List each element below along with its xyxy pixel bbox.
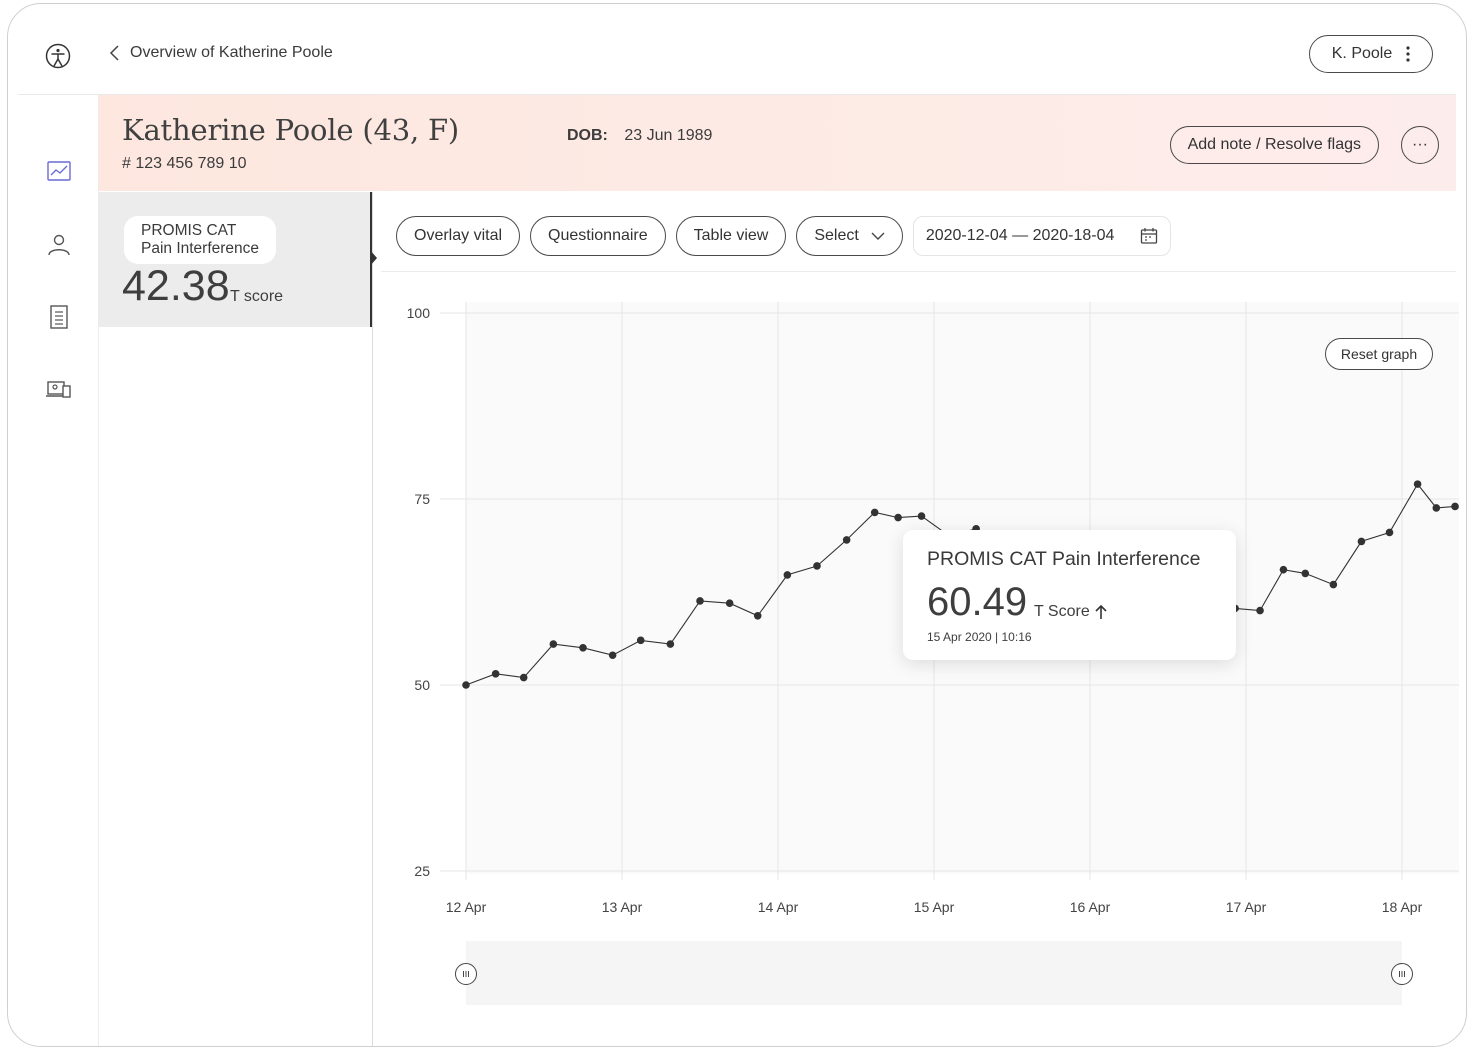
grip-icon	[1399, 971, 1405, 977]
data-point[interactable]	[870, 508, 879, 517]
data-point[interactable]	[519, 673, 528, 682]
x-tick-label: 17 Apr	[1226, 899, 1267, 915]
data-point[interactable]	[608, 651, 617, 660]
dob-label: DOB:	[567, 127, 608, 144]
x-tick-label: 16 Apr	[1070, 899, 1111, 915]
data-point[interactable]	[1279, 565, 1288, 574]
reset-graph-button[interactable]: Reset graph	[1325, 338, 1433, 370]
calendar-icon[interactable]	[1140, 227, 1158, 245]
y-axis-ticks: 25 50 75 100	[407, 305, 431, 879]
data-point-tooltip: PROMIS CAT Pain Interference 60.49 T Sco…	[903, 530, 1236, 660]
data-point[interactable]	[1413, 480, 1422, 488]
data-point[interactable]	[1301, 569, 1310, 578]
chevron-down-icon	[871, 232, 885, 240]
questionnaire-button[interactable]: Questionnaire	[530, 216, 666, 256]
tooltip-value: 60.49	[927, 580, 1028, 624]
y-tick-label: 50	[414, 677, 430, 693]
measurement-panel: PROMIS CAT Pain Interference 42.38 T sco…	[99, 192, 377, 1046]
trend-chart-icon[interactable]	[46, 158, 72, 184]
card-pointer-icon	[370, 250, 377, 266]
patient-header: Katherine Poole (43, F) # 123 456 789 10…	[99, 95, 1456, 191]
chevron-left-icon	[109, 45, 119, 61]
data-point[interactable]	[1329, 580, 1338, 589]
devices-icon[interactable]	[46, 376, 72, 402]
measurement-value: 42.38	[122, 262, 230, 310]
y-tick-label: 75	[414, 491, 430, 507]
person-icon[interactable]	[46, 232, 72, 258]
date-range-value: 2020-12-04 — 2020-18-04	[925, 227, 1115, 244]
patient-name: Katherine Poole (43, F)	[122, 113, 460, 147]
range-slider-end-handle[interactable]	[1391, 963, 1413, 985]
patient-id: # 123 456 789 10	[122, 155, 247, 172]
data-point[interactable]	[636, 636, 645, 645]
y-tick-label: 25	[414, 863, 430, 879]
arrow-up-icon	[1095, 604, 1107, 619]
x-axis-ticks: 12 Apr 13 Apr 14 Apr 15 Apr 16 Apr 17 Apr 18 A…	[446, 899, 1423, 915]
data-point[interactable]	[1432, 504, 1441, 512]
data-point[interactable]	[462, 681, 470, 689]
chart-grid	[440, 302, 1459, 880]
y-tick-label: 100	[407, 305, 431, 321]
data-point[interactable]	[549, 640, 558, 648]
chart-toolbar: Overlay vital Questionnaire Table view S…	[396, 216, 1171, 256]
range-slider-start-handle[interactable]	[455, 963, 477, 985]
tooltip-unit-label: T Score	[1034, 603, 1090, 620]
select-dropdown-label: Select	[814, 227, 859, 244]
data-point[interactable]	[1357, 537, 1366, 546]
data-point[interactable]	[491, 670, 500, 678]
vertical-dots-icon	[1406, 46, 1410, 62]
back-link[interactable]: Overview of Katherine Poole	[108, 44, 333, 62]
measurement-card[interactable]: PROMIS CAT Pain Interference 42.38 T sco…	[99, 192, 372, 327]
data-point[interactable]	[917, 512, 926, 520]
data-point[interactable]	[696, 597, 704, 605]
data-point[interactable]	[1451, 502, 1459, 511]
more-options-icon: ···	[1412, 136, 1428, 153]
more-options-button[interactable]: ···	[1401, 126, 1439, 164]
measurement-label: PROMIS CAT Pain Interference	[124, 216, 277, 264]
x-tick-label: 13 Apr	[602, 899, 643, 915]
data-point[interactable]	[579, 644, 587, 652]
topbar-divider	[18, 94, 1456, 95]
measurement-label-line2: Pain Interference	[141, 240, 260, 257]
toolbar-divider	[381, 271, 1456, 272]
tooltip-unit: T Score	[1034, 603, 1108, 621]
document-list-icon[interactable]	[46, 304, 72, 330]
grip-icon	[463, 971, 469, 977]
date-range-picker[interactable]: 2020-12-04 — 2020-18-04	[912, 216, 1171, 256]
overlay-vital-button[interactable]: Overlay vital	[396, 216, 521, 256]
data-point[interactable]	[813, 562, 821, 570]
data-point[interactable]	[842, 536, 851, 544]
data-point[interactable]	[725, 599, 734, 607]
dob-value: 23 Jun 1989	[624, 127, 713, 144]
data-point[interactable]	[894, 513, 902, 522]
data-point[interactable]	[753, 612, 762, 620]
x-tick-label: 12 Apr	[446, 899, 487, 915]
measurement-label-line1: PROMIS CAT	[141, 222, 237, 239]
user-menu-label: K. Poole	[1331, 45, 1393, 62]
tooltip-title: PROMIS CAT Pain Interference	[927, 548, 1201, 570]
back-link-label: Overview of Katherine Poole	[130, 44, 333, 61]
select-dropdown[interactable]: Select	[796, 216, 903, 256]
patient-dob: DOB: 23 Jun 1989	[567, 127, 712, 145]
data-point[interactable]	[783, 571, 792, 579]
table-view-button[interactable]: Table view	[675, 216, 787, 256]
measurement-unit: T score	[230, 288, 284, 305]
data-point[interactable]	[666, 640, 675, 648]
x-tick-label: 14 Apr	[758, 899, 799, 915]
x-tick-label: 18 Apr	[1382, 899, 1423, 915]
data-point[interactable]	[1385, 528, 1394, 537]
add-note-button[interactable]: Add note / Resolve flags	[1169, 126, 1379, 164]
side-navigation	[18, 95, 99, 1046]
range-slider-track[interactable]	[466, 941, 1402, 1005]
data-point[interactable]	[1256, 606, 1264, 615]
user-menu-button[interactable]: K. Poole	[1309, 35, 1433, 73]
x-tick-label: 15 Apr	[914, 899, 955, 915]
tooltip-timestamp: 15 Apr 2020 | 10:16	[927, 630, 1032, 644]
app-logo-icon[interactable]	[44, 42, 72, 70]
